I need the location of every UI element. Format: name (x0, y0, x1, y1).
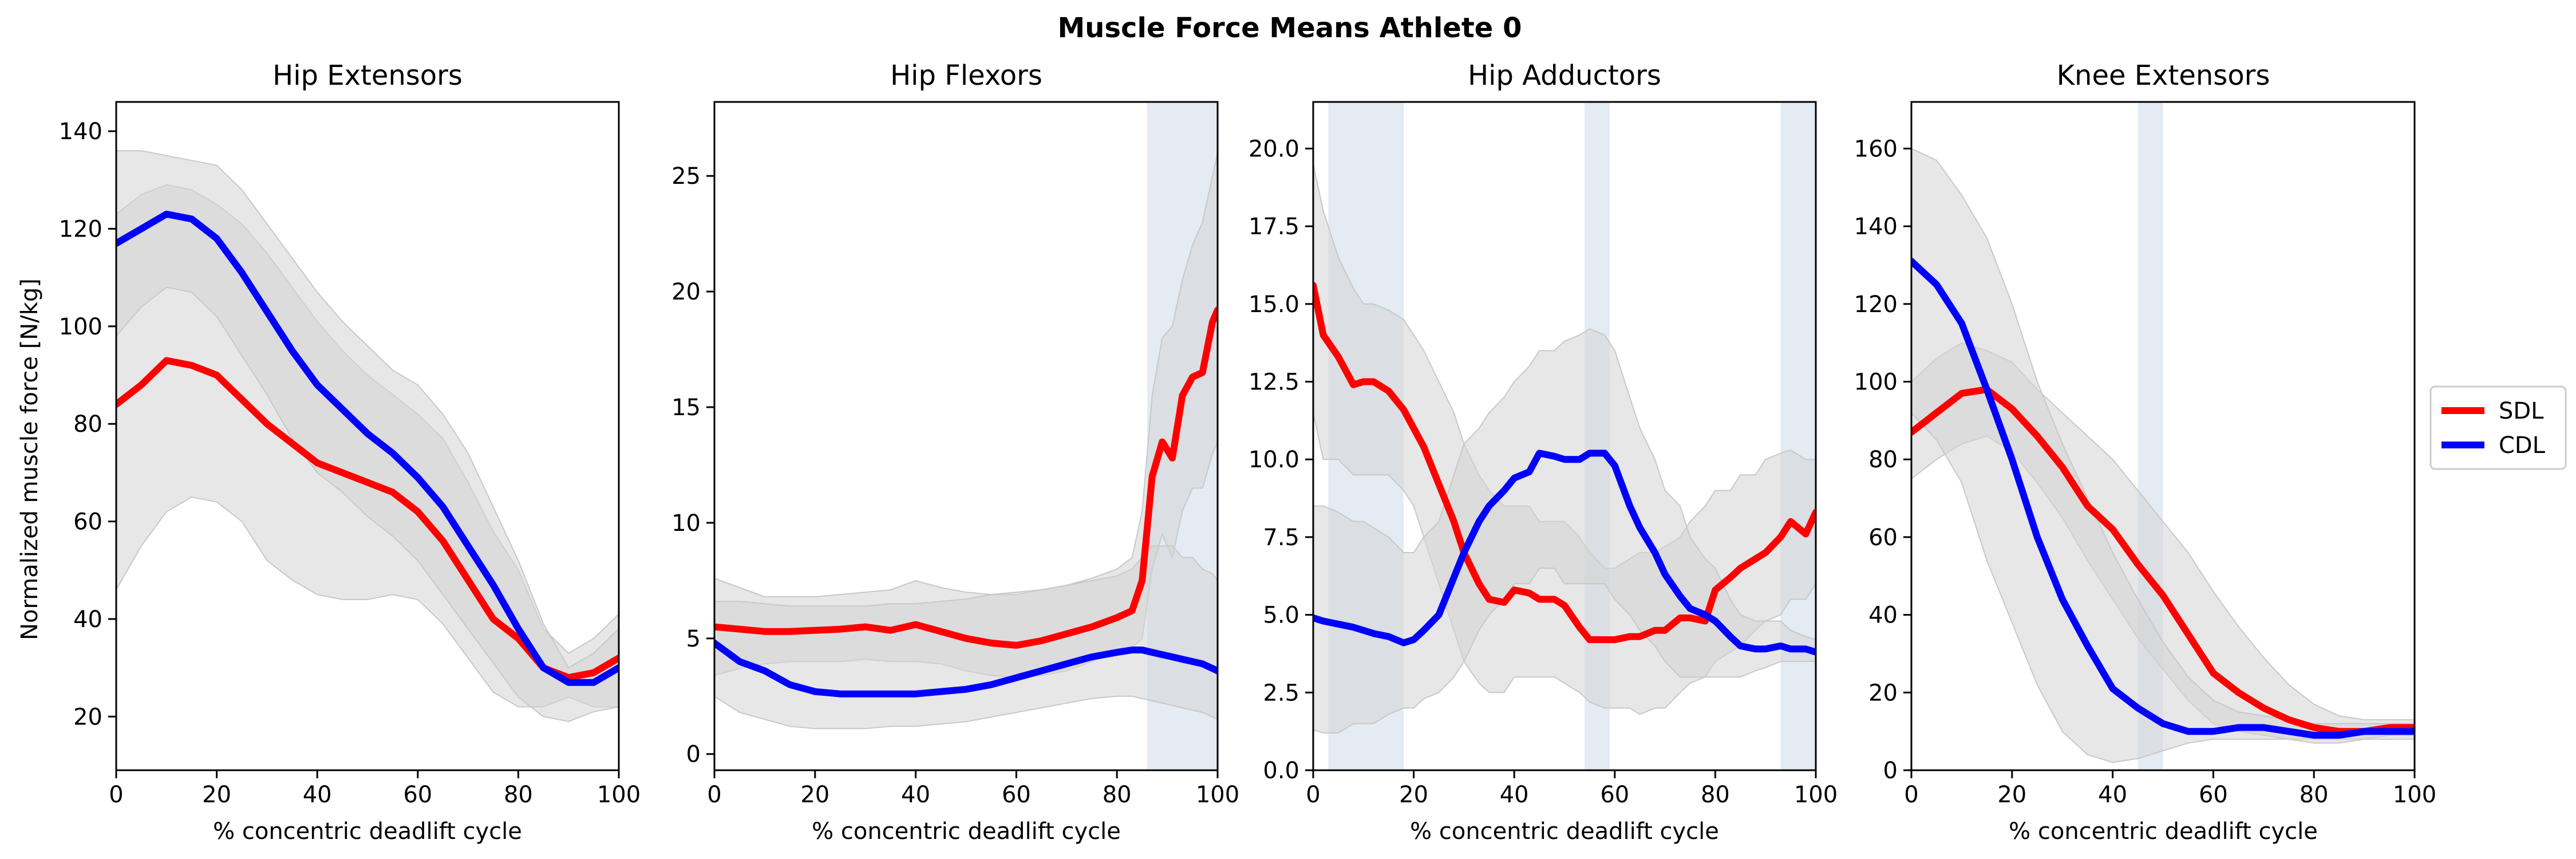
y-tick-label: 100 (1854, 369, 1898, 396)
y-tick-label: 140 (59, 119, 102, 145)
x-tick-label: 0 (707, 782, 721, 808)
y-tick-label: 20 (1868, 680, 1898, 706)
axes-frame (1312, 101, 1817, 771)
line-cdl (1911, 258, 2415, 739)
y-tick-label: 0 (686, 742, 701, 768)
x-tick-label: 0 (1306, 782, 1320, 808)
y-tick-label: 40 (1868, 602, 1898, 629)
y-tick-label: 20 (671, 279, 701, 305)
y-tick-label: 140 (1854, 214, 1898, 240)
y-tick-label: 60 (73, 509, 102, 535)
x-tick-label: 100 (2393, 782, 2436, 808)
y-tick-label: 7.5 (1263, 525, 1299, 551)
y-tick-label: 100 (59, 314, 102, 340)
x-tick-label: 0 (109, 782, 123, 808)
x-tick-label: 20 (202, 782, 231, 808)
figure-title: Muscle Force Means Athlete 0 (1058, 12, 1522, 44)
panel-hip-extensors: Hip Extensors % concentric deadlift cycl… (59, 60, 641, 845)
plot-area (1313, 102, 1816, 770)
x-tick-label: 100 (1794, 782, 1838, 808)
panel-title: Knee Extensors (2057, 60, 2270, 92)
panel-title: Hip Adductors (1468, 60, 1661, 92)
legend: SDL CDL (2429, 385, 2567, 470)
y-tick-label: 17.5 (1249, 214, 1299, 240)
line-sdl (714, 306, 1218, 649)
x-tick-label: 40 (303, 782, 332, 808)
y-tick-label: 0 (1883, 758, 1898, 784)
x-tick-label: 0 (1904, 782, 1918, 808)
y-tick-label: 15 (671, 395, 701, 421)
line-cdl (1313, 450, 1816, 656)
x-tick-label: 80 (2300, 782, 2329, 808)
x-tick-label: 100 (1196, 782, 1239, 808)
x-tick-label: 20 (800, 782, 829, 808)
x-tick-label: 80 (1701, 782, 1730, 808)
panel-hip-flexors: Hip Flexors % concentric deadlift cycle … (671, 60, 1239, 845)
x-axis-label: % concentric deadlift cycle (213, 818, 522, 845)
y-tick-label: 20 (73, 704, 102, 730)
x-tick-label: 40 (1500, 782, 1529, 808)
x-tick-label: 40 (2098, 782, 2127, 808)
y-tick-label: 20.0 (1249, 136, 1299, 162)
y-tick-label: 60 (1868, 525, 1898, 551)
panel-knee-extensors: Knee Extensors % concentric deadlift cyc… (1854, 60, 2437, 845)
legend-frame (2429, 385, 2567, 470)
panel-hip-adductors: Hip Adductors % concentric deadlift cycl… (1249, 60, 1838, 845)
band-cdl (1313, 328, 1816, 734)
x-tick-label: 100 (597, 782, 641, 808)
axes-frame (115, 101, 620, 771)
y-tick-label: 10.0 (1249, 447, 1299, 473)
x-tick-label: 60 (403, 782, 432, 808)
x-tick-label: 20 (1997, 782, 2026, 808)
plot-area (714, 102, 1218, 770)
legend-sdl-label: SDL (2499, 398, 2544, 424)
x-tick-label: 80 (504, 782, 533, 808)
x-tick-label: 60 (1002, 782, 1031, 808)
y-tick-label: 12.5 (1249, 369, 1299, 396)
x-tick-label: 80 (1103, 782, 1132, 808)
y-tick-label: 15.0 (1249, 291, 1299, 318)
plot-area (116, 150, 619, 722)
line-sdl (1911, 386, 2415, 735)
y-tick-label: 80 (73, 411, 102, 438)
y-tick-label: 10 (671, 510, 701, 537)
x-axis-label: % concentric deadlift cycle (1410, 818, 1719, 845)
x-axis-label: % concentric deadlift cycle (812, 818, 1121, 845)
x-tick-label: 60 (1600, 782, 1629, 808)
y-tick-label: 5 (686, 626, 701, 652)
band-cdl (1911, 148, 2415, 763)
panel-title: Hip Extensors (272, 60, 463, 92)
line-cdl (714, 639, 1218, 698)
line-sdl (1313, 282, 1816, 643)
x-tick-label: 40 (901, 782, 930, 808)
x-tick-label: 60 (2199, 782, 2228, 808)
y-tick-label: 2.5 (1263, 680, 1299, 706)
significance-region (1780, 102, 1816, 770)
axes-frame (713, 101, 1219, 771)
line-cdl (116, 210, 619, 686)
plot-area (1911, 102, 2415, 770)
y-tick-label: 120 (59, 216, 102, 242)
x-tick-label: 20 (1399, 782, 1428, 808)
y-tick-label: 160 (1854, 136, 1898, 162)
panel-title: Hip Flexors (890, 60, 1042, 92)
x-axis-label: % concentric deadlift cycle (2009, 818, 2318, 845)
legend-cdl-label: CDL (2499, 432, 2546, 459)
axes-frame (1910, 101, 2416, 771)
y-tick-label: 80 (1868, 447, 1898, 473)
y-tick-label: 25 (671, 163, 701, 190)
y-tick-label: 40 (73, 606, 102, 633)
y-tick-label: 120 (1854, 291, 1898, 318)
y-tick-label: 5.0 (1263, 602, 1299, 629)
y-axis-label: Normalized muscle force [N/kg] (17, 278, 43, 640)
y-tick-label: 0.0 (1263, 758, 1299, 784)
